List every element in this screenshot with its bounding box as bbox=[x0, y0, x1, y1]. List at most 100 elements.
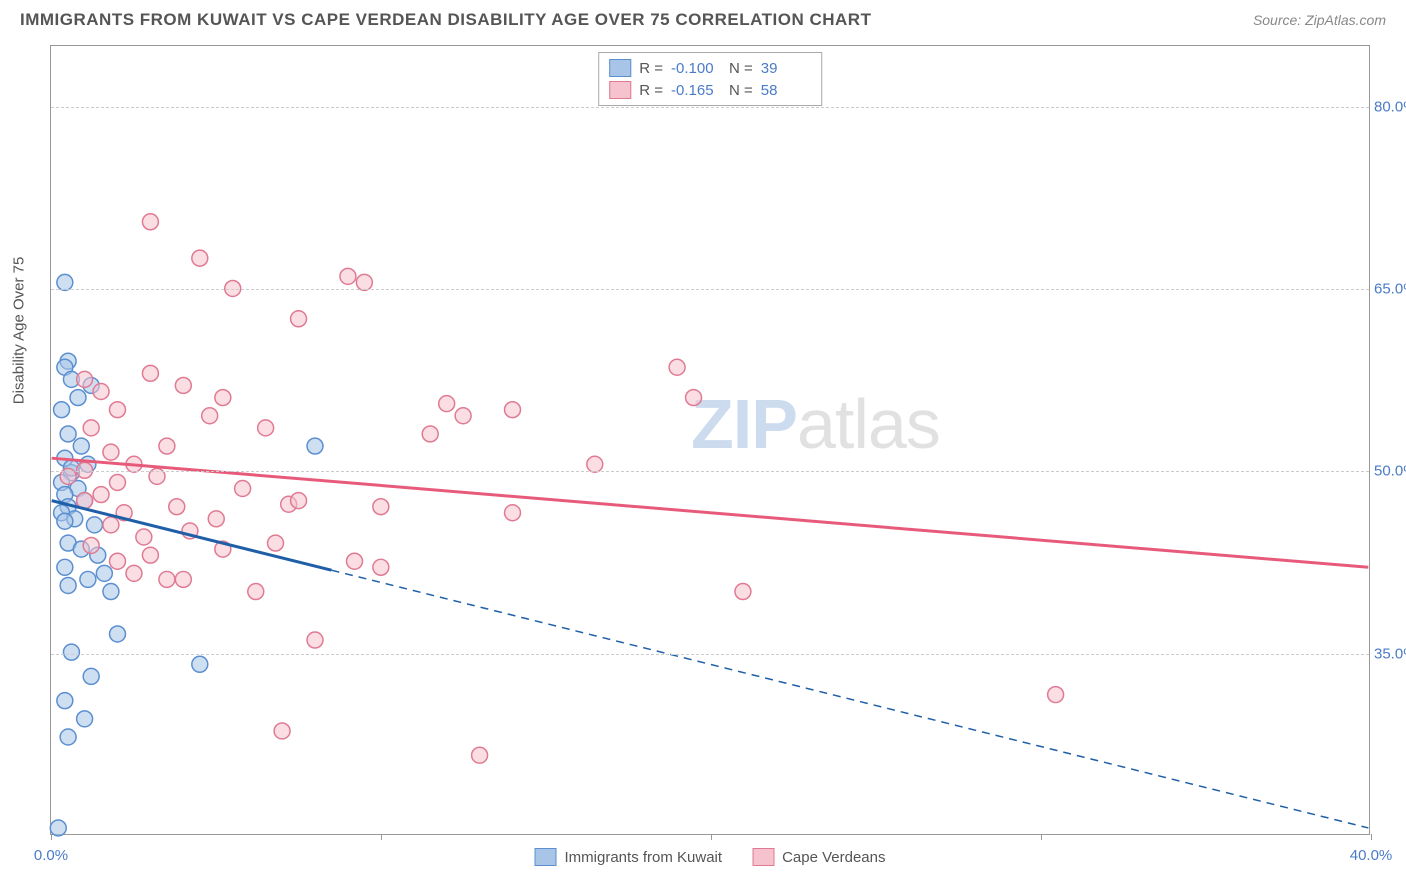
scatter-point bbox=[80, 571, 96, 587]
chart-container: Disability Age Over 75 ZIPatlas R = -0.1… bbox=[50, 45, 1370, 835]
legend-swatch bbox=[609, 81, 631, 99]
scatter-point bbox=[340, 268, 356, 284]
scatter-point bbox=[86, 517, 102, 533]
correlation-legend: R = -0.100 N = 39 R = -0.165 N = 58 bbox=[598, 52, 822, 106]
scatter-point bbox=[77, 711, 93, 727]
scatter-point bbox=[505, 402, 521, 418]
scatter-point bbox=[274, 723, 290, 739]
scatter-point bbox=[60, 729, 76, 745]
legend-series-item: Cape Verdeans bbox=[752, 848, 885, 866]
scatter-point bbox=[159, 571, 175, 587]
scatter-point bbox=[505, 505, 521, 521]
scatter-point bbox=[57, 559, 73, 575]
legend-n-label: N = bbox=[729, 60, 753, 77]
legend-r-value: -0.165 bbox=[671, 82, 721, 99]
scatter-point bbox=[126, 565, 142, 581]
legend-n-value: 39 bbox=[761, 60, 811, 77]
x-tick bbox=[711, 834, 712, 840]
scatter-point bbox=[307, 438, 323, 454]
y-tick-label: 65.0% bbox=[1374, 281, 1406, 298]
scatter-point bbox=[136, 529, 152, 545]
scatter-point bbox=[54, 402, 70, 418]
scatter-point bbox=[175, 377, 191, 393]
y-tick-label: 50.0% bbox=[1374, 463, 1406, 480]
scatter-point bbox=[96, 565, 112, 581]
scatter-point bbox=[103, 517, 119, 533]
scatter-point bbox=[103, 584, 119, 600]
scatter-point bbox=[93, 487, 109, 503]
scatter-point bbox=[258, 420, 274, 436]
scatter-point bbox=[63, 644, 79, 660]
y-tick-label: 35.0% bbox=[1374, 645, 1406, 662]
scatter-point bbox=[1048, 687, 1064, 703]
scatter-point bbox=[422, 426, 438, 442]
legend-stat-row: R = -0.100 N = 39 bbox=[609, 57, 811, 79]
scatter-point bbox=[373, 559, 389, 575]
scatter-point bbox=[373, 499, 389, 515]
scatter-point bbox=[587, 456, 603, 472]
scatter-point bbox=[70, 390, 86, 406]
legend-n-label: N = bbox=[729, 82, 753, 99]
source-label: Source: ZipAtlas.com bbox=[1253, 12, 1386, 28]
legend-series-label: Immigrants from Kuwait bbox=[565, 849, 723, 866]
scatter-point bbox=[291, 493, 307, 509]
scatter-point bbox=[356, 274, 372, 290]
scatter-point bbox=[57, 274, 73, 290]
scatter-point bbox=[77, 371, 93, 387]
scatter-point bbox=[60, 577, 76, 593]
legend-series-item: Immigrants from Kuwait bbox=[535, 848, 723, 866]
scatter-point bbox=[83, 420, 99, 436]
x-tick bbox=[1371, 834, 1372, 840]
scatter-point bbox=[57, 513, 73, 529]
gridline-h bbox=[51, 107, 1369, 108]
legend-r-label: R = bbox=[639, 60, 663, 77]
scatter-point bbox=[60, 426, 76, 442]
scatter-point bbox=[169, 499, 185, 515]
legend-r-label: R = bbox=[639, 82, 663, 99]
x-tick-label: 40.0% bbox=[1350, 847, 1393, 864]
scatter-point bbox=[73, 438, 89, 454]
scatter-point bbox=[439, 396, 455, 412]
x-tick bbox=[381, 834, 382, 840]
trendline-dashed bbox=[331, 570, 1368, 828]
scatter-point bbox=[142, 214, 158, 230]
scatter-point bbox=[93, 384, 109, 400]
legend-r-value: -0.100 bbox=[671, 60, 721, 77]
legend-stat-row: R = -0.165 N = 58 bbox=[609, 79, 811, 101]
scatter-point bbox=[175, 571, 191, 587]
scatter-point bbox=[686, 390, 702, 406]
gridline-h bbox=[51, 654, 1369, 655]
legend-swatch bbox=[609, 59, 631, 77]
scatter-point bbox=[142, 365, 158, 381]
gridline-h bbox=[51, 289, 1369, 290]
gridline-h bbox=[51, 471, 1369, 472]
scatter-point bbox=[83, 668, 99, 684]
scatter-point bbox=[50, 820, 66, 836]
legend-series-label: Cape Verdeans bbox=[782, 849, 885, 866]
scatter-point bbox=[142, 547, 158, 563]
x-tick bbox=[51, 834, 52, 840]
legend-swatch bbox=[535, 848, 557, 866]
scatter-point bbox=[268, 535, 284, 551]
scatter-point bbox=[472, 747, 488, 763]
scatter-point bbox=[110, 553, 126, 569]
y-axis-label: Disability Age Over 75 bbox=[11, 257, 28, 405]
scatter-point bbox=[248, 584, 264, 600]
scatter-point bbox=[235, 481, 251, 497]
scatter-point bbox=[291, 311, 307, 327]
legend-swatch bbox=[752, 848, 774, 866]
scatter-point bbox=[103, 444, 119, 460]
scatter-point bbox=[57, 693, 73, 709]
scatter-point bbox=[347, 553, 363, 569]
scatter-point bbox=[159, 438, 175, 454]
scatter-point bbox=[192, 656, 208, 672]
scatter-point bbox=[215, 390, 231, 406]
scatter-point bbox=[202, 408, 218, 424]
scatter-point bbox=[192, 250, 208, 266]
scatter-point bbox=[208, 511, 224, 527]
scatter-point bbox=[83, 537, 99, 553]
x-tick bbox=[1041, 834, 1042, 840]
scatter-point bbox=[110, 402, 126, 418]
scatter-point bbox=[735, 584, 751, 600]
series-legend: Immigrants from Kuwait Cape Verdeans bbox=[535, 848, 886, 866]
